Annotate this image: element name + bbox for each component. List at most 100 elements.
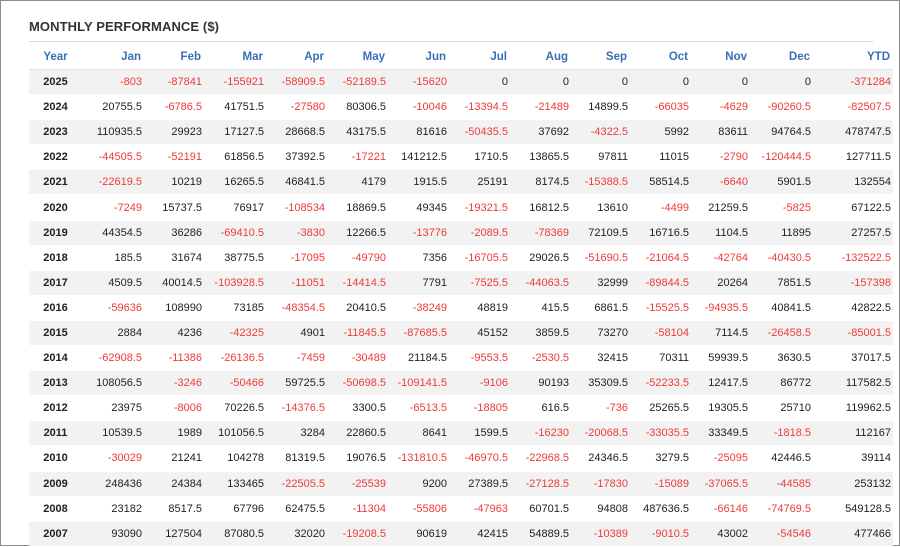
cell-sep: 72109.5 bbox=[571, 220, 630, 246]
cell-jun: -87685.5 bbox=[388, 320, 449, 347]
cell-aug: 16812.5 bbox=[510, 194, 571, 221]
cell-jun: 8641 bbox=[388, 420, 449, 447]
cell-aug: 8174.5 bbox=[510, 169, 571, 196]
cell-feb: 24384 bbox=[144, 471, 204, 497]
year-cell: 2024 bbox=[29, 94, 82, 121]
cell-mar: -103928.5 bbox=[204, 270, 266, 296]
column-header-year: Year bbox=[29, 44, 82, 70]
cell-nov: -25095 bbox=[691, 445, 750, 472]
cell-jan: 23182 bbox=[82, 496, 144, 522]
year-cell: 2020 bbox=[29, 194, 82, 221]
cell-dec: 40841.5 bbox=[750, 295, 813, 321]
cell-sep: -15388.5 bbox=[571, 169, 630, 196]
cell-apr: -27580 bbox=[266, 94, 327, 121]
column-header-mar: Mar bbox=[204, 44, 266, 70]
cell-jun: 141212.5 bbox=[388, 144, 449, 171]
cell-may: -17221 bbox=[327, 144, 388, 171]
year-cell: 2014 bbox=[29, 345, 82, 372]
cell-sep: -10389 bbox=[571, 521, 630, 547]
cell-apr: 3284 bbox=[266, 420, 327, 447]
cell-oct: -66035 bbox=[630, 94, 691, 121]
cell-mar: 101056.5 bbox=[204, 420, 266, 447]
cell-may: 20410.5 bbox=[327, 295, 388, 321]
cell-oct: -21064.5 bbox=[630, 245, 691, 271]
year-cell: 2015 bbox=[29, 320, 82, 347]
table-row: 2016 -59636 108990 73185 -48354.5 20410.5 -382… bbox=[29, 295, 893, 321]
cell-jun: -131810.5 bbox=[388, 445, 449, 472]
table-row: 2015 2884 4236 -42325 4901 -11845.5 -87685.5 45… bbox=[29, 320, 893, 347]
cell-aug: 0 bbox=[510, 69, 571, 96]
cell-aug: 29026.5 bbox=[510, 245, 571, 271]
cell-nov: 7114.5 bbox=[691, 320, 750, 347]
title-divider bbox=[29, 41, 873, 42]
cell-oct: -15089 bbox=[630, 471, 691, 497]
cell-nov: 1104.5 bbox=[691, 220, 750, 246]
cell-nov: 43002 bbox=[691, 521, 750, 547]
cell-oct: 3279.5 bbox=[630, 445, 691, 472]
cell-ytd: 39114 bbox=[813, 445, 893, 472]
cell-feb: 1989 bbox=[144, 420, 204, 447]
year-cell: 2007 bbox=[29, 521, 82, 547]
cell-jul: 45152 bbox=[449, 320, 510, 347]
year-cell: 2010 bbox=[29, 445, 82, 472]
cell-jul: 48819 bbox=[449, 295, 510, 321]
table-row: 2024 20755.5 -6786.5 41751.5 -27580 80306.5 -1… bbox=[29, 94, 893, 121]
cell-ytd: 112167 bbox=[813, 420, 893, 447]
cell-apr: 81319.5 bbox=[266, 445, 327, 472]
cell-jun: -109141.5 bbox=[388, 370, 449, 397]
cell-may: -19208.5 bbox=[327, 521, 388, 547]
cell-jul: -13394.5 bbox=[449, 94, 510, 121]
cell-jun: -6513.5 bbox=[388, 395, 449, 422]
cell-sep: 32999 bbox=[571, 270, 630, 296]
cell-feb: 21241 bbox=[144, 445, 204, 472]
table-row: 2017 4509.5 40014.5 -103928.5 -11051 -14414.5… bbox=[29, 270, 893, 296]
cell-jun: 1915.5 bbox=[388, 169, 449, 196]
cell-ytd: 27257.5 bbox=[813, 220, 893, 246]
cell-may: 80306.5 bbox=[327, 94, 388, 121]
cell-ytd: 478747.5 bbox=[813, 119, 893, 146]
cell-nov: 20264 bbox=[691, 270, 750, 296]
cell-ytd: -82507.5 bbox=[813, 94, 893, 121]
cell-feb: 108990 bbox=[144, 295, 204, 321]
cell-dec: 94764.5 bbox=[750, 119, 813, 146]
cell-sep: 97811 bbox=[571, 144, 630, 171]
cell-jan: -44505.5 bbox=[82, 144, 144, 171]
cell-mar: 70226.5 bbox=[204, 395, 266, 422]
cell-jul: -16705.5 bbox=[449, 245, 510, 271]
table-row: 2010 -30029 21241 104278 81319.5 19076.5 -1318… bbox=[29, 445, 893, 472]
cell-feb: 31674 bbox=[144, 245, 204, 271]
year-cell: 2021 bbox=[29, 169, 82, 196]
cell-dec: 3630.5 bbox=[750, 345, 813, 372]
cell-aug: 54889.5 bbox=[510, 521, 571, 547]
cell-mar: 17127.5 bbox=[204, 119, 266, 146]
column-header-dec: Dec bbox=[750, 44, 813, 70]
cell-sep: 24346.5 bbox=[571, 445, 630, 472]
cell-jul: -9553.5 bbox=[449, 345, 510, 372]
cell-feb: 4236 bbox=[144, 320, 204, 347]
cell-jul: 0 bbox=[449, 69, 510, 96]
cell-jul: -50435.5 bbox=[449, 119, 510, 146]
cell-jul: -47963 bbox=[449, 496, 510, 522]
cell-nov: 19305.5 bbox=[691, 395, 750, 422]
cell-jan: -22619.5 bbox=[82, 169, 144, 196]
cell-ytd: -157398 bbox=[813, 270, 893, 296]
cell-mar: 133465 bbox=[204, 471, 266, 497]
cell-feb: -52191 bbox=[144, 144, 204, 171]
cell-mar: -155921 bbox=[204, 69, 266, 96]
cell-feb: -11386 bbox=[144, 345, 204, 372]
cell-apr: -58909.5 bbox=[266, 69, 327, 96]
cell-ytd: -132522.5 bbox=[813, 245, 893, 271]
column-header-jun: Jun bbox=[388, 44, 449, 70]
cell-aug: 13865.5 bbox=[510, 144, 571, 171]
cell-oct: 16716.5 bbox=[630, 220, 691, 246]
cell-apr: 4901 bbox=[266, 320, 327, 347]
cell-dec: -5825 bbox=[750, 194, 813, 221]
year-cell: 2018 bbox=[29, 245, 82, 271]
cell-oct: -4499 bbox=[630, 194, 691, 221]
column-header-apr: Apr bbox=[266, 44, 327, 70]
cell-jan: 44354.5 bbox=[82, 220, 144, 246]
cell-jun: 9200 bbox=[388, 471, 449, 497]
cell-aug: -16230 bbox=[510, 420, 571, 447]
cell-may: 4179 bbox=[327, 169, 388, 196]
cell-sep: 94808 bbox=[571, 496, 630, 522]
